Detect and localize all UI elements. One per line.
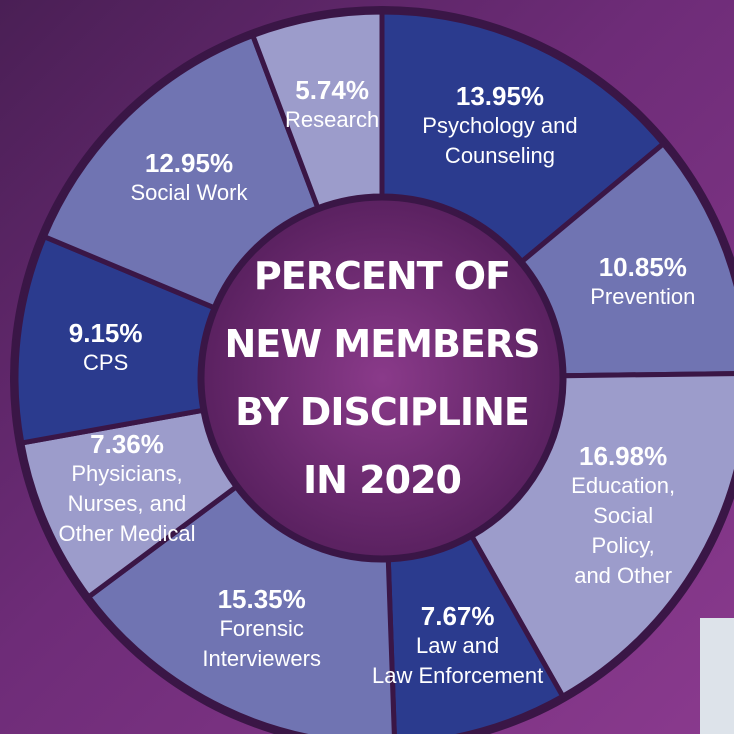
slice-label: 12.95% Social Work xyxy=(130,148,247,208)
slice-label: 5.74% Research xyxy=(285,75,379,135)
category-label: Education, Social Policy, and Other xyxy=(571,473,676,589)
slice-label: 9.15% CPS xyxy=(69,318,143,378)
slice-label: 7.67% Law and Law Enforcement xyxy=(372,601,543,691)
category-label: Social Work xyxy=(130,179,248,205)
category-label: CPS xyxy=(83,349,129,375)
slice-label: 7.36% Physicians, Nurses, and Other Medic… xyxy=(59,429,196,549)
value-label: 5.74% xyxy=(295,74,369,105)
value-label: 7.36% xyxy=(90,428,164,459)
category-label: Physicians, Nurses, and Other Medical xyxy=(58,460,196,546)
category-label: Research xyxy=(285,106,380,132)
slice-label: 10.85% Prevention xyxy=(590,252,695,312)
photo-corner xyxy=(700,618,734,734)
slice-label: 13.95% Psychology and Counseling xyxy=(422,81,577,171)
value-label: 9.15% xyxy=(68,317,143,348)
value-label: 13.95% xyxy=(455,81,545,112)
value-label: 12.95% xyxy=(144,147,234,178)
value-label: 15.35% xyxy=(217,583,306,614)
category-label: Prevention xyxy=(590,283,696,309)
center-circle xyxy=(199,195,565,561)
category-label: Law and Law Enforcement xyxy=(372,632,544,688)
slice-label: 15.35% Forensic Interviewers xyxy=(202,584,321,674)
category-label: Forensic Interviewers xyxy=(202,615,321,671)
value-label: 16.98% xyxy=(579,441,668,472)
category-label: Psychology and Counseling xyxy=(422,113,578,169)
slice-label: 16.98% Education, Social Policy, and Othe… xyxy=(568,441,679,591)
value-label: 10.85% xyxy=(598,251,687,282)
value-label: 7.67% xyxy=(420,600,495,631)
chart-title: PERCENT OF NEW MEMBERS BY DISCIPLINE IN … xyxy=(224,254,540,502)
